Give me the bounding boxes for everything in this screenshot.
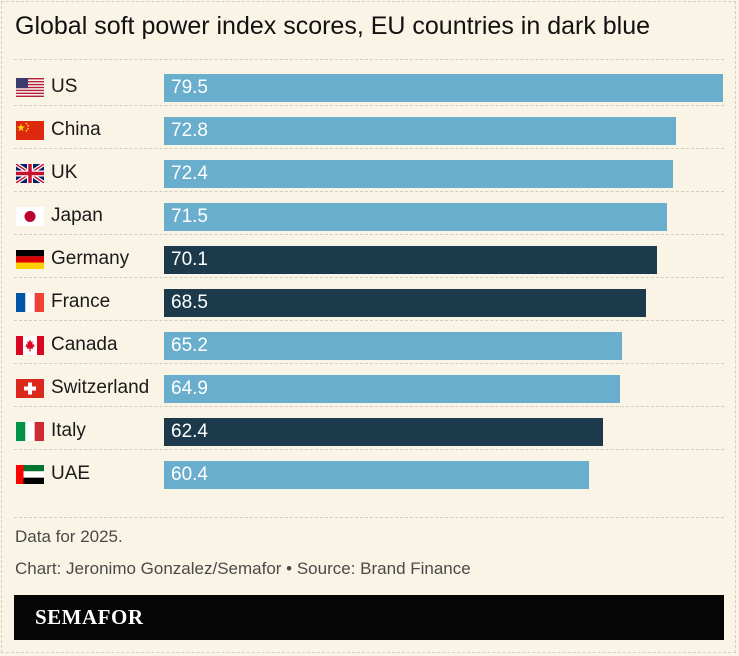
bar-canada: 65.2 [164,332,623,360]
category-label: Switzerland [51,377,150,398]
category-label: France [51,291,111,312]
bar-france: 68.5 [164,289,646,317]
bar-uk: 72.4 [164,160,674,188]
uae-flag-icon [16,465,44,484]
bar-uae: 60.4 [164,461,589,489]
chart-row: Italy 62.4 [14,408,724,451]
bar-value-label: 60.4 [171,464,208,485]
bar-value-label: 65.2 [171,335,208,356]
germany-flag-icon [16,250,44,269]
row-separator [14,277,724,278]
bar-value-label: 70.1 [171,249,208,270]
chart-row: Switzerland 64.9 [14,365,724,408]
bar-switzerland: 64.9 [164,375,621,403]
bar-value-label: 68.5 [171,292,208,313]
row-separator [14,234,724,235]
notes-separator [14,517,724,518]
bar-value-label: 72.4 [171,163,208,184]
bar-value-label: 72.8 [171,120,208,141]
italy-flag-icon [16,422,44,441]
bar-italy: 62.4 [164,418,603,446]
semafor-logo: SEMAFOR [35,605,144,629]
category-label: Italy [51,420,86,441]
chart-row: US 79.5 [14,64,724,107]
category-label: US [51,76,78,97]
category-label: UK [51,162,78,183]
bar-value-label: 79.5 [171,77,208,98]
bar-japan: 71.5 [164,203,667,231]
row-separator [14,406,724,407]
chart-title: Global soft power index scores, EU count… [15,12,651,40]
bar-value-label: 71.5 [171,206,208,227]
bar-germany: 70.1 [164,246,657,274]
chart-row: UK 72.4 [14,150,724,193]
china-flag-icon [16,121,44,140]
chart-row: Canada 65.2 [14,322,724,365]
chart-row: UAE 60.4 [14,451,724,494]
data-year-note: Data for 2025. [15,527,123,546]
bar-china: 72.8 [164,117,676,145]
source-credit: Chart: Jeronimo Gonzalez/Semafor • Sourc… [15,559,471,578]
category-label: UAE [51,463,91,484]
chart-row: Japan 71.5 [14,193,724,236]
row-separator [14,105,724,106]
chart-row: France 68.5 [14,279,724,322]
chart-row: Germany 70.1 [14,236,724,279]
category-label: Germany [51,248,130,269]
row-separator [14,148,724,149]
row-separator [14,449,724,450]
category-label: China [51,119,101,140]
bar-us: 79.5 [164,74,723,102]
category-label: Canada [51,334,118,355]
category-label: Japan [51,205,103,226]
row-separator [14,320,724,321]
japan-flag-icon [16,207,44,226]
chart-row: China 72.8 [14,107,724,150]
switzerland-flag-icon [16,379,44,398]
canada-flag-icon [16,336,44,355]
footer-bar: SEMAFOR [14,595,724,640]
bar-value-label: 64.9 [171,378,208,399]
title-separator [14,59,724,60]
uk-flag-icon [16,164,44,183]
france-flag-icon [16,293,44,312]
us-flag-icon [16,78,44,97]
row-separator [14,191,724,192]
row-separator [14,363,724,364]
bar-value-label: 62.4 [171,421,208,442]
